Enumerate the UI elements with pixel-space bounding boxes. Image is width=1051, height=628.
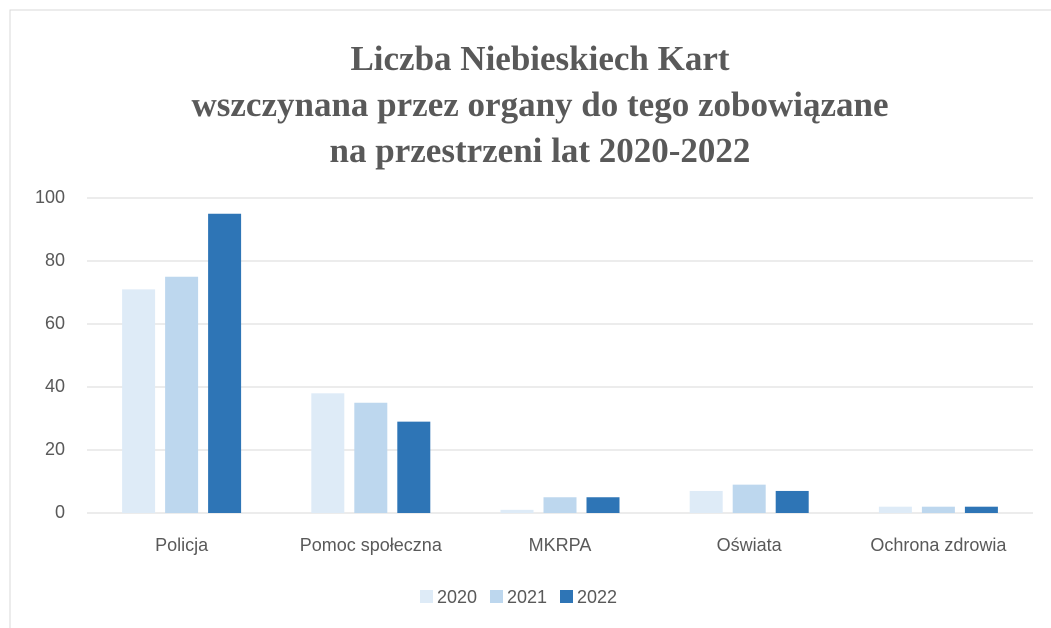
chart-title: Liczba Niebieskiech Kart (350, 39, 729, 78)
y-tick-label: 0 (55, 502, 65, 522)
legend-label: 2022 (577, 587, 617, 607)
legend-swatch (560, 590, 573, 603)
bar (775, 490, 809, 513)
x-tick-label: Policja (155, 535, 209, 555)
bar (354, 402, 388, 513)
bar (878, 506, 912, 513)
y-tick-label: 40 (45, 376, 65, 396)
bar (208, 213, 242, 513)
bar (122, 289, 156, 513)
bar (732, 484, 766, 513)
x-tick-label: Ochrona zdrowia (870, 535, 1007, 555)
bar (586, 497, 620, 513)
legend-label: 2021 (507, 587, 547, 607)
legend-swatch (420, 590, 433, 603)
y-tick-label: 60 (45, 313, 65, 333)
y-tick-label: 100 (35, 187, 65, 207)
chart-title: wszczynana przez organy do tego zobowiąz… (192, 85, 889, 124)
bar (964, 506, 998, 513)
x-tick-label: MKRPA (529, 535, 592, 555)
y-tick-label: 20 (45, 439, 65, 459)
bar (689, 490, 723, 513)
y-tick-label: 80 (45, 250, 65, 270)
x-tick-label: Pomoc społeczna (300, 535, 443, 555)
bar (311, 393, 345, 513)
x-tick-label: Oświata (717, 535, 783, 555)
chart-title: na przestrzeni lat 2020-2022 (330, 131, 751, 170)
bar (165, 276, 199, 513)
bar (397, 421, 431, 513)
legend-label: 2020 (437, 587, 477, 607)
bar (500, 509, 534, 513)
bar (543, 497, 577, 513)
legend-swatch (490, 590, 503, 603)
bar (921, 506, 955, 513)
